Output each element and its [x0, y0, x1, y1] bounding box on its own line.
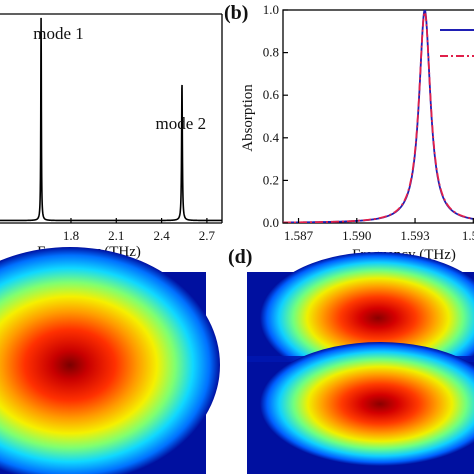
spectrum-panel-a: 1.82.12.42.7 Frequency (THz) mode 1mode …	[0, 13, 223, 260]
x-tick-label: 1.587	[284, 228, 314, 243]
field-map-panel-d: (d)	[228, 246, 474, 474]
panel-b-frame	[282, 9, 474, 224]
y-tick-label: 0.0	[263, 215, 279, 230]
field-map-d-lower-lobe	[260, 342, 474, 466]
spectrum-curves	[0, 17, 222, 222]
y-tick-label: 0.4	[263, 130, 280, 145]
panel-d-letter: (d)	[228, 246, 252, 268]
panel-b-y-axis-label: Absorption	[240, 84, 256, 152]
panel-b-ticks: 1.587 1.590 1.593 1.59 0.0 0.2 0.4 0.6 0.8 1.0	[263, 2, 474, 243]
field-map-c-lobe	[0, 247, 220, 474]
panel-b-legend	[440, 29, 474, 57]
panel-a-annotations: mode 1 mode 2	[33, 24, 206, 133]
x-tick-label: 1.59	[462, 228, 474, 243]
field-map-panel-c	[0, 247, 220, 474]
absorption-panel-b: (b) 1.5871.5901.5931.590.00.20.40.60.81.…	[224, 2, 474, 263]
mode-annotation: mode 2	[156, 114, 207, 133]
absorption-line-solid	[283, 10, 474, 223]
x-tick-label: 1.590	[342, 228, 371, 243]
x-tick-label: 1.593	[400, 228, 429, 243]
mode-annotation: mode 1	[33, 24, 84, 43]
spectrum-line	[0, 17, 222, 222]
x-tick-label: 2.1	[108, 228, 124, 243]
absorption-line-dashdot	[283, 10, 474, 223]
y-tick-label: 0.8	[263, 45, 279, 60]
panel-a-ticks: 1.8 2.1 2.4 2.7	[63, 218, 216, 243]
x-tick-label: 2.7	[199, 228, 216, 243]
y-tick-label: 0.2	[263, 172, 279, 187]
y-tick-label: 0.6	[263, 87, 280, 102]
x-tick-label: 2.4	[153, 228, 170, 243]
y-tick-label: 1.0	[263, 2, 279, 17]
x-tick-label: 1.8	[63, 228, 79, 243]
absorption-curves	[283, 10, 474, 223]
panel-b-letter: (b)	[224, 2, 248, 24]
